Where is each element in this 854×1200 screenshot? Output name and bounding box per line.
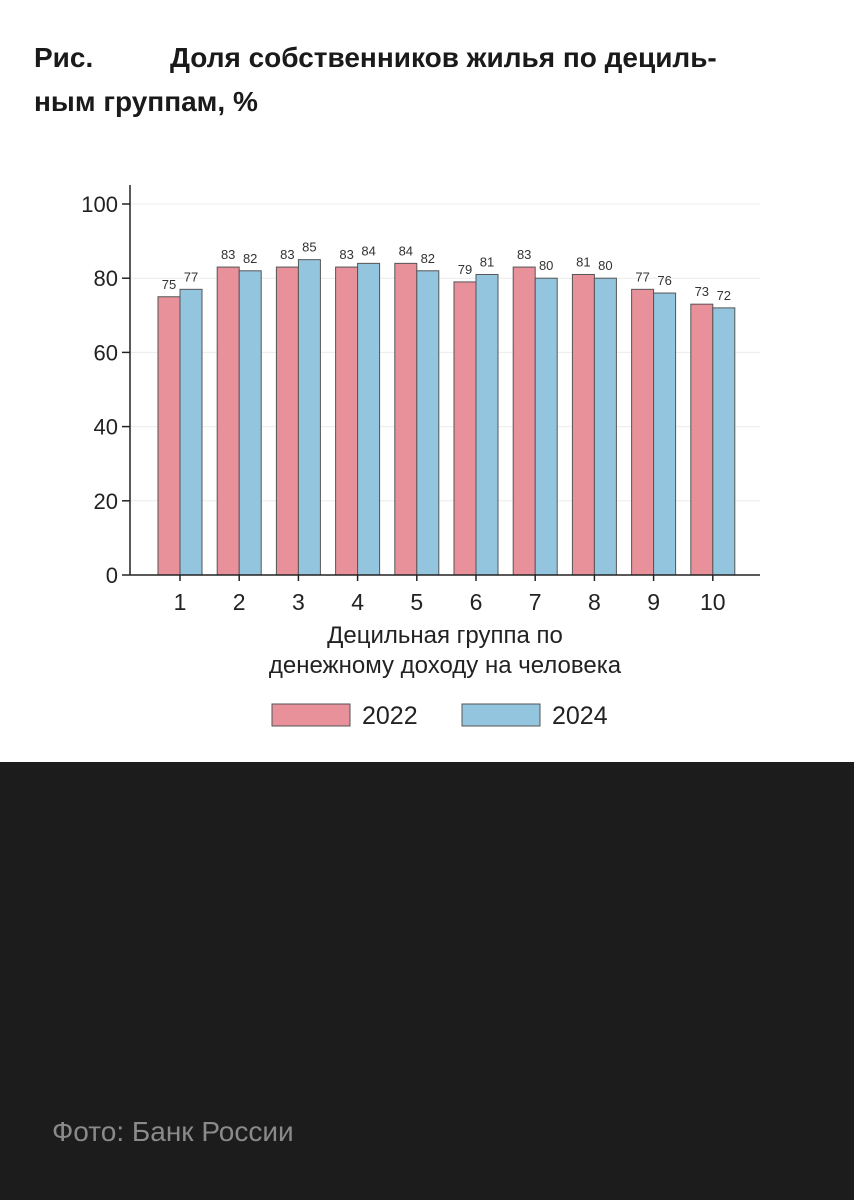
data-label: 79: [458, 262, 472, 277]
data-labels: 75 77 83 82 83 85 83 84 84 82 79 81 83 80 81 80 77 76 73 72: [162, 240, 731, 303]
data-label: 80: [539, 258, 553, 273]
bar-2024-7: [534, 277, 558, 576]
x-tick-label: 7: [529, 589, 542, 615]
data-label: 82: [421, 251, 435, 266]
bar-2022-8: [571, 273, 595, 576]
legend-swatch-2024: [461, 703, 541, 727]
y-tick-label: 60: [94, 340, 118, 365]
bar-2024-1: [179, 288, 203, 576]
legend: 2022 2024: [271, 702, 608, 730]
data-label: 83: [280, 247, 294, 262]
x-tick-label: 3: [292, 589, 305, 615]
legend-label-2024: 2024: [552, 702, 608, 730]
bar-2024-2: [238, 270, 262, 576]
bar-2022-4: [335, 266, 359, 576]
data-label: 77: [184, 269, 198, 284]
y-tick-label: 20: [94, 489, 118, 514]
x-tick-label: 10: [700, 589, 726, 615]
x-tick-label: 1: [174, 589, 187, 615]
figure-title-text-1: Доля собственников жилья по дециль-: [170, 42, 717, 73]
figure-label: Рис.: [34, 42, 94, 73]
data-label: 77: [635, 269, 649, 284]
bar-2024-8: [593, 277, 617, 576]
x-tick-label: 8: [588, 589, 601, 615]
bar-2022-3: [275, 266, 299, 576]
bar-2024-3: [297, 259, 321, 576]
bar-2022-5: [394, 262, 418, 576]
bar-2022-9: [631, 288, 655, 576]
x-tick-label: 6: [470, 589, 483, 615]
bar-2024-5: [416, 270, 440, 576]
data-label: 83: [339, 247, 353, 262]
figure-title-line-1: Рис. Доля собственников жилья по дециль-: [34, 36, 834, 80]
data-label: 73: [695, 284, 709, 299]
figure-title-line-2: ным группам, %: [34, 86, 258, 117]
figure-panel: Рис. Доля собственников жилья по дециль- …: [0, 0, 854, 762]
data-label: 81: [480, 254, 494, 269]
y-tick-label: 100: [81, 192, 118, 217]
bar-2022-1: [157, 296, 181, 576]
data-label: 85: [302, 240, 316, 255]
bars: [157, 259, 736, 576]
bar-2024-10: [712, 307, 736, 576]
bar-2024-6: [475, 273, 499, 576]
data-label: 83: [221, 247, 235, 262]
y-tick-label: 80: [94, 266, 118, 291]
bar-2022-6: [453, 281, 477, 576]
bar-2024-9: [653, 292, 677, 576]
data-label: 83: [517, 247, 531, 262]
x-axis-title: Децильная группа по денежному доходу на ч…: [269, 622, 622, 679]
data-label: 76: [657, 273, 671, 288]
photo-credit-caption: Фото: Банк России: [52, 1116, 294, 1147]
y-tick-label: 40: [94, 415, 118, 440]
data-label: 80: [598, 258, 612, 273]
data-label: 81: [576, 254, 590, 269]
data-label: 75: [162, 277, 176, 292]
axes: 0 20 40 60 80 100 1 2 3 4 5 6 7 8 9 10 Децильная группа …: [81, 185, 760, 679]
legend-swatch-2022: [271, 703, 351, 727]
y-tick-label: 0: [106, 563, 118, 588]
x-tick-label: 5: [410, 589, 423, 615]
bar-2022-10: [690, 303, 714, 576]
data-label: 72: [717, 288, 731, 303]
data-label: 84: [361, 243, 375, 258]
bar-2024-4: [357, 262, 381, 576]
bar-2022-7: [512, 266, 536, 576]
legend-label-2022: 2022: [362, 702, 418, 730]
x-axis-title-line: денежному доходу на человека: [269, 652, 622, 679]
data-label: 84: [399, 243, 413, 258]
x-tick-label: 4: [351, 589, 364, 615]
data-label: 82: [243, 251, 257, 266]
figure-title: Рис. Доля собственников жилья по дециль- …: [34, 36, 834, 124]
x-tick-label: 2: [233, 589, 246, 615]
bar-2022-2: [216, 266, 240, 576]
x-axis-title-line: Децильная группа по: [327, 622, 563, 649]
x-tick-label: 9: [647, 589, 660, 615]
